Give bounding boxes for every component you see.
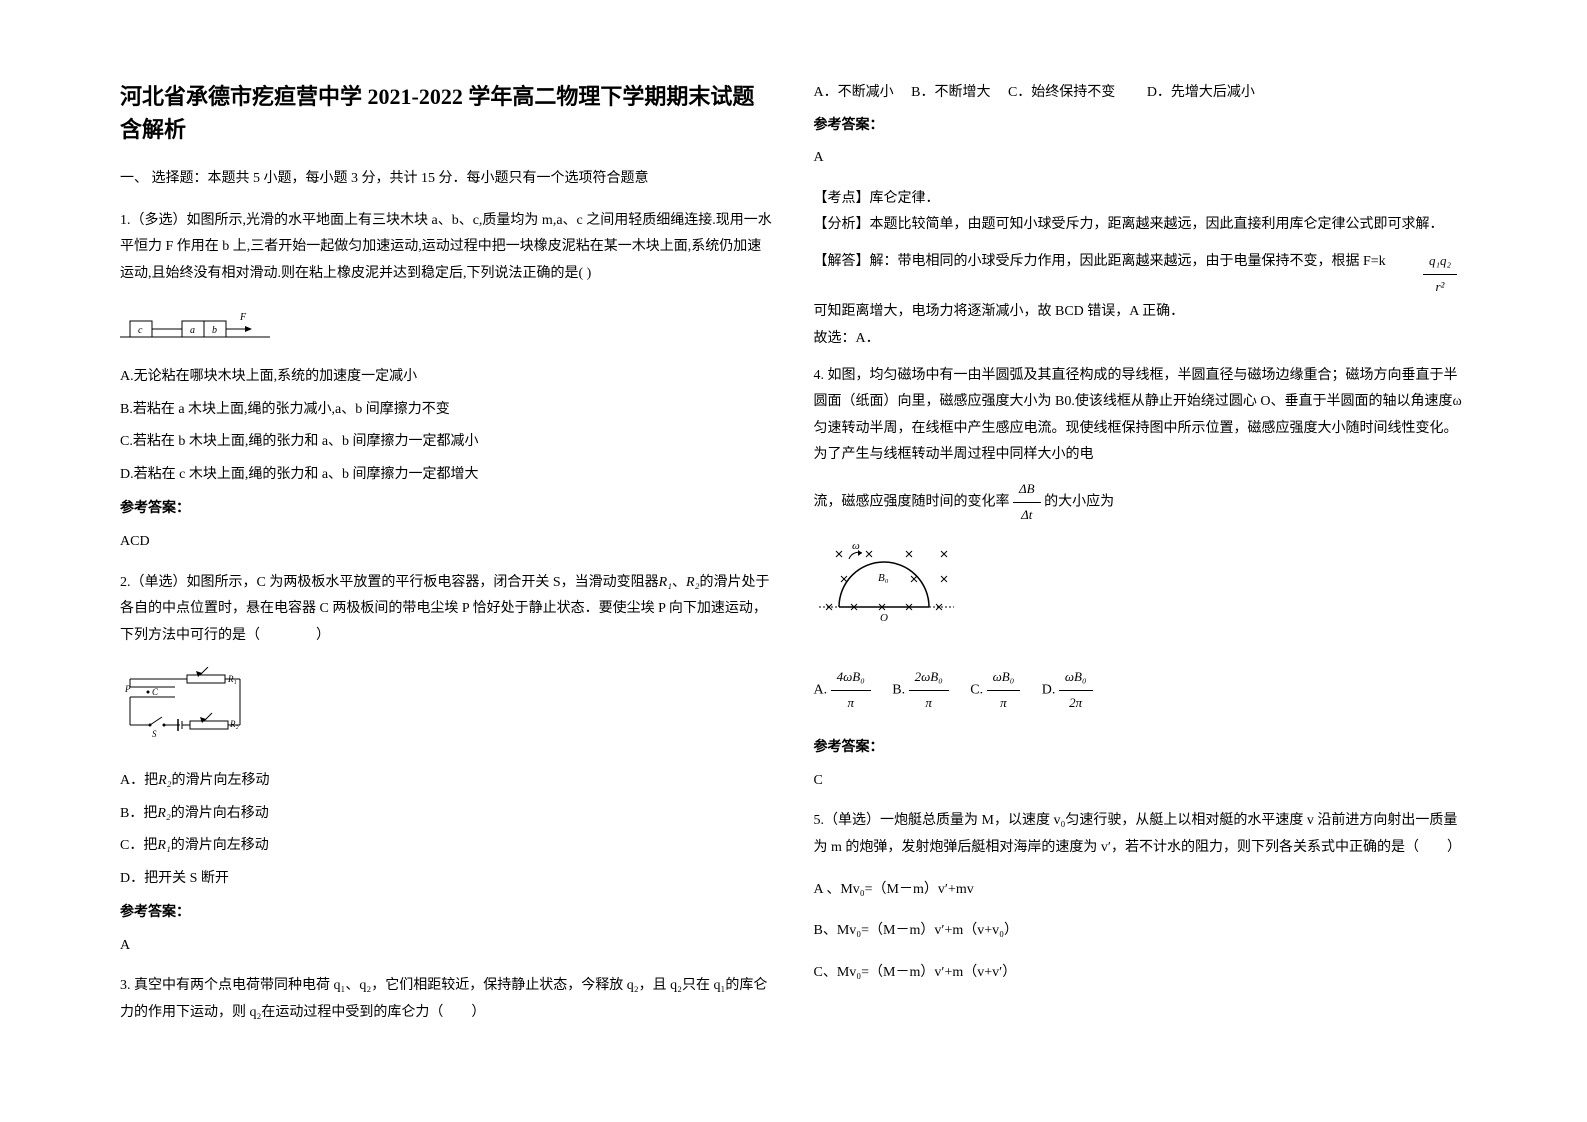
question-5: 5.（单选）一炮艇总质量为 M，以速度 v₀匀速行驶，从艇上以相对艇的水平速度 … <box>814 808 1468 986</box>
q3-opt-d: D．先增大后减小 <box>1147 85 1255 100</box>
q3-answer-label: 参考答案： <box>814 113 1468 140</box>
q2-opt-b: B．把R₂的滑片向右移动 <box>120 801 774 828</box>
section-1-head: 一、 选择题：本题共 5 小题，每小题 3 分，共计 15 分．每小题只有一个选… <box>120 166 774 193</box>
q2-opt-d: D．把开关 S 断开 <box>120 866 774 893</box>
q3-stem: 3. 真空中有两个点电荷带同种电荷 q₁、q₂，它们相距较近，保持静止状态，今释… <box>120 973 774 1026</box>
q1-opt-c: C.若粘在 b 木块上面,绳的张力和 a、b 间摩擦力一定都减小 <box>120 429 774 456</box>
svg-text:C: C <box>152 687 159 697</box>
coulomb-fraction: q₁q₂ r² <box>1423 249 1457 299</box>
svg-text:R₂: R₂ <box>229 719 239 729</box>
q2-stem: 2.（单选）如图所示，C 为两极板水平放置的平行板电容器，闭合开关 S，当滑动变… <box>120 570 774 650</box>
svg-text:F: F <box>239 312 247 323</box>
q1-opt-a: A.无论粘在哪块木块上面,系统的加速度一定减小 <box>120 364 774 391</box>
q1-answer: ACD <box>120 529 774 556</box>
q2-r1-a: R₁ <box>659 575 672 590</box>
q4-opt-c: C. ωB₀π <box>970 665 1020 715</box>
svg-text:b: b <box>212 325 217 336</box>
question-3: 3. 真空中有两个点电荷带同种电荷 q₁、q₂，它们相距较近，保持静止状态，今释… <box>120 973 774 1026</box>
deltaB-frac: ΔB Δt <box>1013 477 1041 527</box>
q4-answer: C <box>814 768 1468 795</box>
q5-stem: 5.（单选）一炮艇总质量为 M，以速度 v₀匀速行驶，从艇上以相对艇的水平速度 … <box>814 808 1468 861</box>
q4-stem-2: 流，磁感应强度随时间的变化率 ΔB Δt 的大小应为 <box>814 477 1468 527</box>
svg-text:B₀: B₀ <box>878 572 889 584</box>
svg-text:ω: ω <box>852 540 860 552</box>
q4-options: A. 4ωB₀π B. 2ωB₀π C. ωB₀π D. ωB₀2π <box>814 665 1468 715</box>
q4-diagram: B₀ O ω <box>814 539 1468 650</box>
q5-opt-a: A 、Mv₀=（M－m）v′+mv <box>814 877 1468 904</box>
q2-r2-a: R₂ <box>686 575 699 590</box>
q3-exp-point: 【考点】库仑定律． <box>814 186 1468 213</box>
q4-opt-d: D. ωB₀2π <box>1042 665 1093 715</box>
svg-text:S: S <box>152 729 157 739</box>
q1-diagram: c a b F <box>120 305 270 341</box>
svg-text:c: c <box>138 325 143 336</box>
q2-answer: A <box>120 933 774 960</box>
q5-opt-c: C、Mv₀=（M－m）v′+m（v+v′） <box>814 960 1468 987</box>
q4-stem-1: 4. 如图，均匀磁场中有一由半圆弧及其直径构成的导线框，半圆直径与磁场边缘重合；… <box>814 363 1468 469</box>
svg-text:O: O <box>880 612 888 624</box>
q2-options: A．把R₂的滑片向左移动 B．把R₂的滑片向右移动 C．把R₁的滑片向左移动 D… <box>120 768 774 892</box>
q1-stem: 1.（多选）如图所示,光滑的水平地面上有三块木块 a、b、c,质量均为 m,a、… <box>120 208 774 288</box>
q1-answer-label: 参考答案： <box>120 496 774 523</box>
q5-opt-b: B、Mv₀=（M－m）v′+m（v+v₀） <box>814 918 1468 945</box>
q4-opt-a: A. 4ωB₀π <box>814 665 871 715</box>
question-4: 4. 如图，均匀磁场中有一由半圆弧及其直径构成的导线框，半圆直径与磁场边缘重合；… <box>814 363 1468 795</box>
q2-stem-part1: 2.（单选）如图所示，C 为两极板水平放置的平行板电容器，闭合开关 S，当滑动变… <box>120 575 659 590</box>
q3-opt-c: C．始终保持不变 <box>1008 85 1115 100</box>
q2-opt-a: A．把R₂的滑片向左移动 <box>120 768 774 795</box>
q3-answer: A <box>814 145 1468 172</box>
doc-title: 河北省承德市疙疸营中学 2021-2022 学年高二物理下学期期末试题含解析 <box>120 80 774 146</box>
q3-exp-solve-2: 可知距离增大，电场力将逐渐减小，故 BCD 错误，A 正确． <box>814 299 1468 326</box>
q1-opt-b: B.若粘在 a 木块上面,绳的张力减小,a、b 间摩擦力不变 <box>120 397 774 424</box>
q3-opt-a: A．不断减小 <box>814 85 894 100</box>
q3-exp-analysis: 【分析】本题比较简单，由题可知小球受斥力，距离越来越远，因此直接利用库仑定律公式… <box>814 212 1468 239</box>
q2-stem-part2: 、 <box>672 575 686 590</box>
q3-opt-b: B．不断增大 <box>911 85 990 100</box>
q4-opt-b: B. 2ωB₀π <box>892 665 948 715</box>
q1-opt-d: D.若粘在 c 木块上面,绳的张力和 a、b 间摩擦力一定都增大 <box>120 462 774 489</box>
q2-opt-c: C．把R₁的滑片向左移动 <box>120 833 774 860</box>
question-1: 1.（多选）如图所示,光滑的水平地面上有三块木块 a、b、c,质量均为 m,a、… <box>120 208 774 556</box>
q4-answer-label: 参考答案： <box>814 735 1468 762</box>
q1-options: A.无论粘在哪块木块上面,系统的加速度一定减小 B.若粘在 a 木块上面,绳的张… <box>120 364 774 488</box>
q2-diagram: P C R₁ S R₂ <box>120 667 250 758</box>
q3-options-line: A．不断减小 B．不断增大 C．始终保持不变 D．先增大后减小 <box>814 80 1468 107</box>
q2-answer-label: 参考答案： <box>120 900 774 927</box>
question-2: 2.（单选）如图所示，C 为两极板水平放置的平行板电容器，闭合开关 S，当滑动变… <box>120 570 774 960</box>
svg-text:P: P <box>124 684 131 694</box>
svg-text:a: a <box>190 325 195 336</box>
q3-exp-choice: 故选：A． <box>814 326 1468 353</box>
q3-exp-solve: 【解答】解：带电相同的小球受斥力作用，因此距离越来越远，由于电量保持不变，根据 … <box>814 249 1468 276</box>
